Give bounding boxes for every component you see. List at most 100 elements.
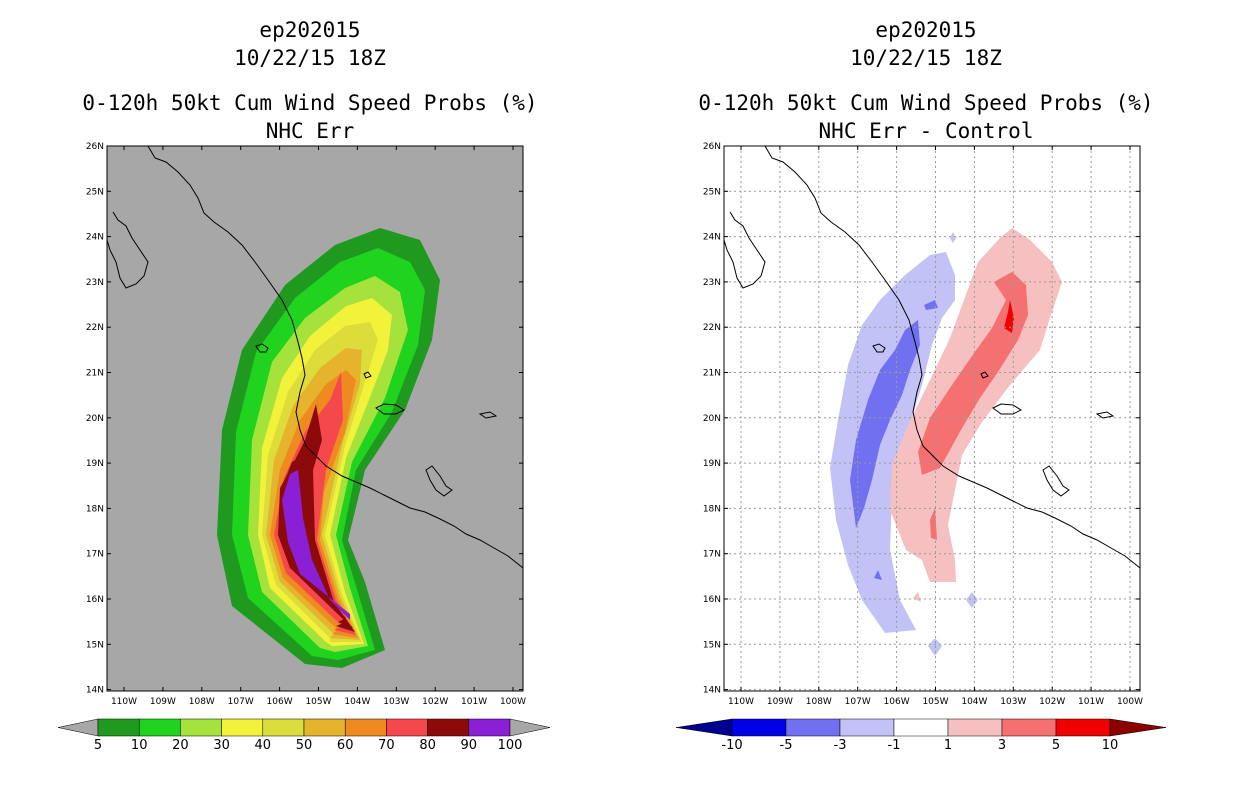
left-storm-id: ep202015 xyxy=(259,18,361,42)
lon-label: 106W xyxy=(884,697,910,707)
colorbar-swatch xyxy=(344,718,387,737)
right-contour-blue-diamond-2 xyxy=(966,592,978,608)
lat-label: 14N xyxy=(703,686,721,696)
colorbar-label: 50 xyxy=(296,738,313,753)
right-coastline xyxy=(724,146,1140,569)
right-contour-blue-top xyxy=(950,232,956,243)
colorbar-swatch xyxy=(303,718,346,737)
lon-label: 103W xyxy=(1000,697,1026,707)
left-contour-100 xyxy=(282,470,350,620)
colorbar-label: 10 xyxy=(1102,738,1119,753)
lon-label: 104W xyxy=(961,697,987,707)
lat-label: 14N xyxy=(86,686,104,696)
left-coastline-baja xyxy=(107,211,149,289)
colorbar-swatch xyxy=(180,718,222,737)
lon-label: 109W xyxy=(150,697,176,707)
lat-label: 25N xyxy=(86,187,104,197)
lat-label: 18N xyxy=(86,504,104,514)
lat-label: 18N xyxy=(703,504,721,514)
colorbar-swatch xyxy=(1055,718,1111,737)
lat-label: 16N xyxy=(86,595,104,605)
right-island-small xyxy=(980,371,989,379)
left-subtitle: NHC Err xyxy=(265,119,355,143)
colorbar-label: 5 xyxy=(94,738,102,753)
lon-label: 100W xyxy=(500,697,526,707)
colorbar-label: -1 xyxy=(888,738,901,753)
colorbar-high-arrow xyxy=(509,718,551,737)
colorbar-label: 100 xyxy=(498,738,523,753)
right-lake-east xyxy=(1042,465,1070,497)
right-datetime: 10/22/15 18Z xyxy=(850,46,1002,70)
lon-label: 110W xyxy=(728,697,754,707)
left-map: 26N 25N 24N 23N 22N 21N 20N 19N 18N 17N 16N 15N 14N 1… xyxy=(86,142,526,707)
colorbar-low-arrow xyxy=(57,718,99,737)
colorbar-swatch xyxy=(893,718,949,737)
right-contour-blue-speck xyxy=(874,570,882,580)
lat-label: 24N xyxy=(703,233,721,243)
right-storm-id: ep202015 xyxy=(875,18,977,42)
right-difference-contours xyxy=(830,228,1062,656)
left-island-marias xyxy=(255,343,269,353)
colorbar-label: -5 xyxy=(780,738,793,753)
lon-label: 101W xyxy=(1078,697,1104,707)
lat-label: 17N xyxy=(86,550,104,560)
lat-label: 20N xyxy=(86,414,104,424)
right-lake-chapala xyxy=(992,403,1023,415)
right-product-title: 0-120h 50kt Cum Wind Speed Probs (%) xyxy=(698,91,1154,115)
colorbar-label: 30 xyxy=(213,738,230,753)
colorbar-swatch xyxy=(839,718,895,737)
left-map-frame xyxy=(106,145,524,692)
lon-label: 108W xyxy=(806,697,832,707)
lat-label: 19N xyxy=(703,459,721,469)
lat-label: 19N xyxy=(86,459,104,469)
lon-label: 106W xyxy=(267,697,293,707)
lon-label: 110W xyxy=(111,697,137,707)
colorbar-label: 10 xyxy=(131,738,148,753)
left-lake-east xyxy=(425,465,453,497)
lon-label: 107W xyxy=(228,697,254,707)
colorbar-swatch xyxy=(221,718,264,737)
left-lake-far-east xyxy=(478,411,498,419)
lon-label: 101W xyxy=(461,697,487,707)
colorbar-label: 80 xyxy=(419,738,436,753)
lat-label: 22N xyxy=(86,323,104,333)
colorbar-swatch xyxy=(386,718,428,737)
lat-label: 21N xyxy=(86,369,104,379)
lon-label: 102W xyxy=(1039,697,1065,707)
colorbar-label: 70 xyxy=(378,738,395,753)
lat-label: 16N xyxy=(703,595,721,605)
right-map: 26N 25N 24N 23N 22N 21N 20N 19N 18N 17N 16N 15N 14N 1… xyxy=(703,142,1143,707)
left-island-small xyxy=(363,371,372,379)
lon-label: 109W xyxy=(767,697,793,707)
lat-label: 26N xyxy=(86,142,104,152)
right-axis-ticks: 26N 25N 24N 23N 22N 21N 20N 19N 18N 17N 16N 15N 14N 1… xyxy=(703,142,1143,707)
lat-label: 21N xyxy=(703,369,721,379)
right-contour-minus3-to-minus5 xyxy=(850,320,920,528)
lat-label: 25N xyxy=(703,187,721,197)
lon-label: 102W xyxy=(422,697,448,707)
lat-label: 15N xyxy=(86,640,104,650)
colorbar-label: 60 xyxy=(337,738,354,753)
colorbar-swatch xyxy=(262,718,305,737)
colorbar-swatch xyxy=(97,718,140,737)
right-colorbar: -10 -5 -3 -1 1 3 5 10 xyxy=(675,718,1167,753)
colorbar-low-arrow xyxy=(675,718,733,737)
lat-label: 17N xyxy=(703,550,721,560)
colorbar-high-arrow xyxy=(1109,718,1167,737)
left-axis-ticks: 26N 25N 24N 23N 22N 21N 20N 19N 18N 17N 16N 15N 14N 1… xyxy=(86,142,526,707)
lat-label: 26N xyxy=(703,142,721,152)
colorbar-swatch xyxy=(785,718,841,737)
lon-label: 105W xyxy=(305,697,331,707)
lat-label: 22N xyxy=(703,323,721,333)
right-contour-minus1-to-minus3 xyxy=(830,252,955,633)
right-contour-5-to-10 xyxy=(1004,300,1014,333)
lon-label: 100W xyxy=(1117,697,1143,707)
colorbar-swatch xyxy=(1001,718,1057,737)
colorbar-label: 1 xyxy=(944,738,952,753)
colorbar-label: -10 xyxy=(721,738,742,753)
colorbar-swatch xyxy=(427,718,470,737)
left-datetime: 10/22/15 18Z xyxy=(234,46,386,70)
right-coastline-baja xyxy=(724,211,766,289)
right-subtitle: NHC Err - Control xyxy=(818,119,1034,143)
